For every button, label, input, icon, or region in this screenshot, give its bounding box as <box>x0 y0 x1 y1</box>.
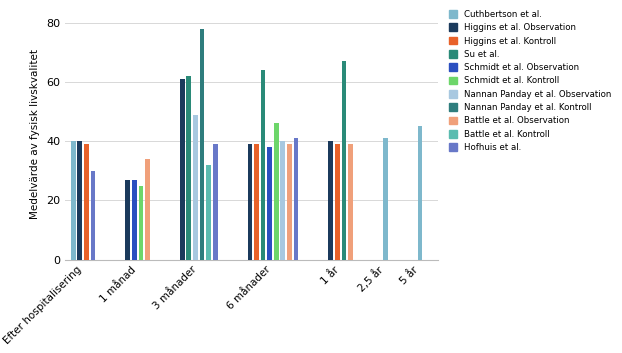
Bar <box>126 180 130 259</box>
Bar <box>180 79 185 259</box>
Bar <box>417 126 422 259</box>
Bar <box>335 144 340 259</box>
Bar <box>213 144 218 259</box>
Bar <box>200 29 205 259</box>
Bar <box>294 138 299 259</box>
Bar <box>341 61 346 259</box>
Bar <box>84 144 89 259</box>
Bar <box>71 141 76 259</box>
Bar <box>348 144 353 259</box>
Bar <box>383 138 388 259</box>
Bar <box>328 141 333 259</box>
Legend: Cuthbertson et al., Higgins et al. Observation, Higgins et al. Kontroll, Su et a: Cuthbertson et al., Higgins et al. Obser… <box>446 7 614 155</box>
Bar <box>132 180 137 259</box>
Bar <box>287 144 292 259</box>
Bar <box>207 165 211 259</box>
Bar <box>254 144 259 259</box>
Bar <box>274 124 279 259</box>
Y-axis label: Medelvärde av fysisk livskvalitet: Medelvärde av fysisk livskvalitet <box>30 49 40 219</box>
Bar <box>281 141 285 259</box>
Bar <box>139 186 143 259</box>
Bar <box>193 115 198 259</box>
Bar <box>267 147 272 259</box>
Bar <box>248 144 253 259</box>
Bar <box>187 76 191 259</box>
Bar <box>261 70 266 259</box>
Bar <box>78 141 82 259</box>
Bar <box>91 171 95 259</box>
Bar <box>145 159 150 259</box>
